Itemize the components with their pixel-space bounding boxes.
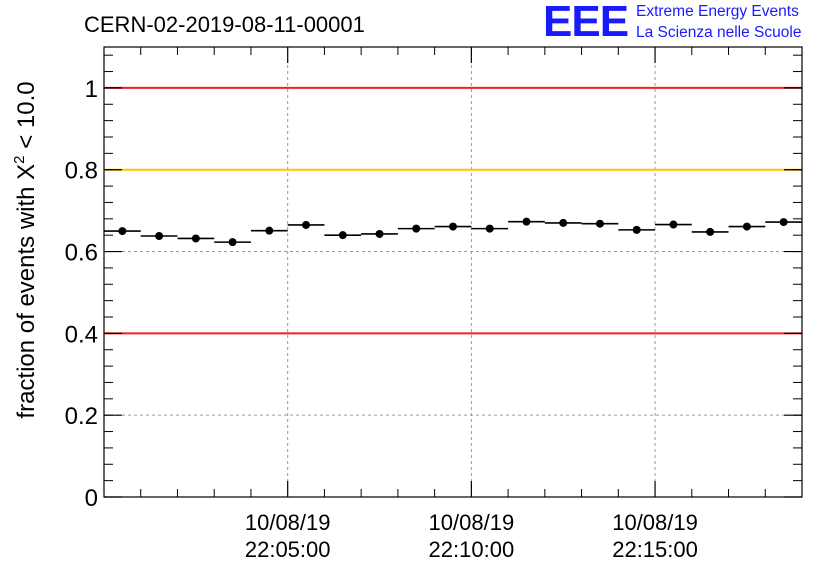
x-tick-label-date: 10/08/19: [429, 510, 515, 535]
y-tick-label: 0.6: [65, 240, 98, 267]
data-point: [412, 224, 421, 233]
y-tick-label: 0.2: [65, 403, 98, 430]
data-point: [559, 218, 568, 227]
y-axis-label-tail: < 10.0: [13, 81, 40, 155]
data-point: [265, 226, 274, 235]
logo-line-1: Extreme Energy Events: [636, 3, 799, 20]
y-axis-label-sup: 2: [11, 155, 28, 163]
data-point: [522, 217, 531, 226]
data-point: [742, 222, 751, 231]
y-tick-label: 0.4: [65, 321, 98, 348]
data-point: [155, 232, 164, 240]
data-point: [779, 218, 788, 227]
tick-labels: 00.20.40.60.8110/08/1922:05:0010/08/1922…: [65, 76, 698, 562]
grid-layer: [104, 47, 802, 497]
x-tick-label-time: 22:10:00: [429, 537, 515, 562]
chart-title: CERN-02-2019-08-11-00001: [84, 12, 365, 37]
data-point: [706, 227, 715, 236]
data-layer: [104, 217, 802, 247]
data-point: [485, 224, 494, 233]
y-axis-label: fraction of events with X2 < 10.0: [11, 81, 40, 418]
data-point: [191, 234, 200, 243]
data-point: [302, 220, 311, 229]
x-tick-label-date: 10/08/19: [612, 510, 698, 535]
y-axis-label-main: fraction of events with X: [13, 164, 40, 419]
data-point: [338, 231, 347, 240]
axis-ticks: [104, 47, 802, 498]
data-point: [632, 225, 641, 234]
x-tick-label-time: 22:05:00: [245, 537, 331, 562]
data-point: [118, 227, 127, 236]
y-tick-label: 1: [85, 76, 98, 103]
reference-lines: [104, 86, 802, 335]
data-point: [669, 220, 678, 229]
plot-frame: [103, 46, 803, 498]
data-point: [228, 238, 237, 247]
x-tick-label-time: 22:15:00: [612, 537, 698, 562]
logo-line-2: La Scienza nelle Scuole: [636, 24, 802, 41]
data-point: [595, 219, 604, 228]
x-tick-label-date: 10/08/19: [245, 510, 331, 535]
eee-logo-mark: EEE: [543, 0, 629, 46]
y-tick-label: 0.8: [65, 158, 98, 185]
data-point: [375, 229, 384, 238]
data-point: [449, 222, 457, 231]
y-tick-label: 0: [85, 485, 98, 512]
